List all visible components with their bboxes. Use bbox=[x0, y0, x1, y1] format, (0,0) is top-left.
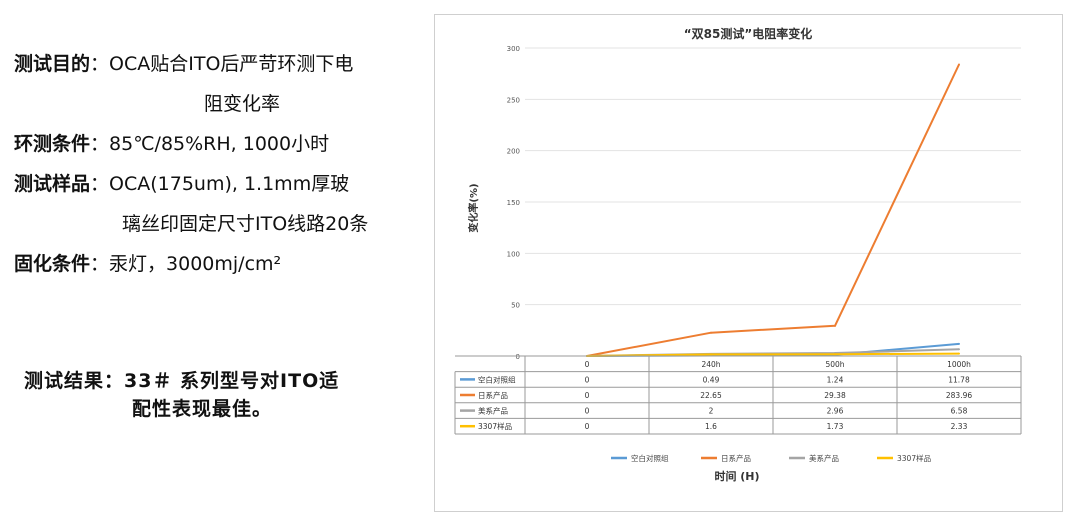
spec-separator: ： bbox=[90, 133, 110, 155]
table-cell-value: 1.24 bbox=[827, 375, 844, 384]
data-point bbox=[834, 353, 836, 356]
y-tick-label: 150 bbox=[507, 199, 520, 207]
table-cell-value: 1.6 bbox=[705, 422, 717, 431]
y-tick-label: 200 bbox=[507, 148, 520, 156]
table-series-name: 日系产品 bbox=[478, 390, 508, 400]
spec-label: 环测条件 bbox=[14, 133, 91, 155]
table-cell-value: 2.96 bbox=[827, 407, 844, 416]
legend-label: 日系产品 bbox=[721, 453, 751, 463]
x-category-label: 500h bbox=[825, 360, 844, 369]
test-result: 测试结果：33＃ 系列型号对ITO适 配性表现最佳。 bbox=[24, 367, 339, 423]
spec-value: OCA(175um), 1.1mm厚玻 bbox=[109, 173, 350, 195]
spec-label: 测试样品 bbox=[14, 173, 91, 195]
spec-sample-continued: 璃丝印固定尺寸ITO线路20条 bbox=[122, 204, 368, 244]
y-tick-label: 50 bbox=[511, 302, 520, 310]
data-point bbox=[958, 342, 960, 345]
spec-purpose: 测试目的：OCA贴合ITO后严苛环测下电 bbox=[14, 44, 353, 84]
table-cell-value: 1.73 bbox=[827, 422, 844, 431]
table-cell-value: 0 bbox=[585, 375, 590, 384]
data-point bbox=[834, 324, 836, 327]
legend-label: 空白对照组 bbox=[631, 453, 669, 463]
x-axis-label: 时间 (H) bbox=[714, 469, 759, 483]
spec-value-cont: 璃丝印固定尺寸ITO线路20条 bbox=[122, 213, 369, 235]
data-point bbox=[958, 63, 960, 66]
table-cell-value: 0.49 bbox=[703, 375, 720, 384]
spec-label: 测试目的 bbox=[14, 53, 91, 75]
data-point bbox=[958, 352, 960, 355]
chart-title: “双85测试”电阻率变化 bbox=[684, 26, 812, 41]
spec-value: OCA贴合ITO后严苛环测下电 bbox=[109, 53, 354, 75]
data-point bbox=[710, 331, 712, 334]
spec-value: 汞灯，3000mj/cm² bbox=[109, 253, 282, 275]
data-point bbox=[710, 353, 712, 356]
y-axis-label: 变化率(%) bbox=[467, 183, 480, 232]
table-cell-value: 11.78 bbox=[948, 375, 970, 384]
result-line-1: 测试结果：33＃ 系列型号对ITO适 bbox=[24, 370, 340, 392]
spec-value: 85℃/85%RH, 1000小时 bbox=[109, 133, 330, 155]
table-series-name: 美系产品 bbox=[478, 406, 508, 416]
table-cell-value: 0 bbox=[585, 407, 590, 416]
spec-separator: ： bbox=[90, 173, 110, 195]
table-cell-value: 0 bbox=[585, 391, 590, 400]
y-tick-label: 100 bbox=[507, 250, 520, 258]
spec-label: 固化条件 bbox=[14, 253, 91, 275]
table-cell-value: 2 bbox=[709, 407, 714, 416]
y-axis-ticks: 0 50 100 150 200 250 300 bbox=[507, 45, 520, 361]
table-cell-value: 29.38 bbox=[824, 391, 846, 400]
spec-separator: ： bbox=[90, 53, 110, 75]
spec-purpose-continued: 阻变化率 bbox=[204, 84, 280, 124]
y-tick-label: 0 bbox=[516, 353, 520, 361]
legend-label: 美系产品 bbox=[809, 453, 839, 463]
table-cell-value: 22.65 bbox=[700, 391, 722, 400]
spec-condition: 环测条件：85℃/85%RH, 1000小时 bbox=[14, 124, 329, 164]
table-cell-value: 6.58 bbox=[951, 407, 968, 416]
chart-panel: “双85测试”电阻率变化 0 50 100 150 200 250 300 变化率(%) 0… bbox=[434, 14, 1063, 512]
legend-label: 3307样品 bbox=[897, 453, 931, 463]
result-line-2: 配性表现最佳。 bbox=[132, 398, 273, 420]
table-series-name: 3307样品 bbox=[478, 421, 512, 431]
chart-legend: 空白对照组 日系产品 美系产品 3307样品 bbox=[611, 453, 931, 463]
spec-value-cont: 阻变化率 bbox=[204, 93, 281, 115]
spec-separator: ： bbox=[90, 253, 110, 275]
data-point bbox=[958, 348, 960, 351]
spec-sample: 测试样品：OCA(175um), 1.1mm厚玻 bbox=[14, 164, 349, 204]
series-lines bbox=[586, 63, 960, 357]
table-cell-value: 283.96 bbox=[946, 391, 972, 400]
x-category-label: 0 bbox=[585, 360, 590, 369]
table-cell-value: 2.33 bbox=[951, 422, 968, 431]
table-cell-value: 0 bbox=[585, 422, 590, 431]
series-line bbox=[586, 352, 960, 357]
series-line bbox=[586, 64, 960, 357]
table-series-name: 空白对照组 bbox=[478, 374, 516, 384]
y-tick-label: 300 bbox=[507, 45, 520, 53]
spec-panel: 测试目的：OCA贴合ITO后严苛环测下电 阻变化率 环测条件：85℃/85%RH… bbox=[0, 0, 430, 523]
chart-gridlines bbox=[525, 47, 1021, 357]
x-category-label: 240h bbox=[701, 360, 720, 369]
y-tick-label: 250 bbox=[507, 96, 520, 104]
spec-curing: 固化条件：汞灯，3000mj/cm² bbox=[14, 244, 281, 284]
x-category-label: 1000h bbox=[947, 360, 971, 369]
